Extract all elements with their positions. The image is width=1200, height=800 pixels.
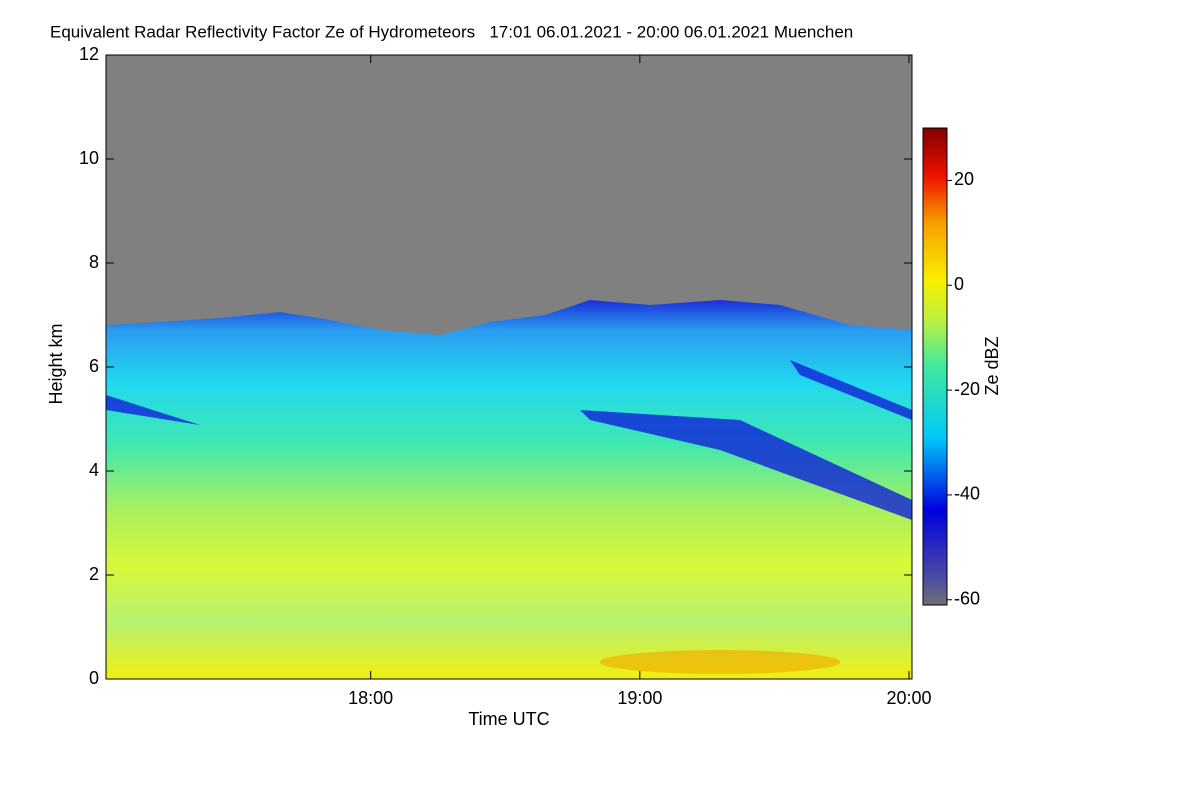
echo-area — [106, 300, 912, 679]
colorbar-tick-label: 20 — [954, 169, 974, 189]
colorbar-tick-label: -60 — [954, 589, 980, 609]
x-axis-label: Time UTC — [468, 709, 549, 729]
colorbar — [922, 127, 948, 606]
y-tick-label: 6 — [89, 356, 99, 376]
radar-field — [106, 55, 912, 679]
colorbar-tick-label: -20 — [954, 379, 980, 399]
x-tick-label: 18:00 — [348, 688, 393, 708]
y-tick-label: 0 — [89, 668, 99, 688]
colorbar-tick-label: 0 — [954, 274, 964, 294]
echo-edge — [106, 360, 912, 520]
y-tick-label: 8 — [89, 252, 99, 272]
colorbar-label: Ze dBZ — [982, 336, 1002, 395]
x-tick-label: 20:00 — [886, 688, 931, 708]
y-tick-label: 4 — [89, 460, 99, 480]
y-tick-label: 10 — [79, 148, 99, 168]
colorbar-tick-label: -40 — [954, 484, 980, 504]
chart-title: Equivalent Radar Reflectivity Factor Ze … — [50, 22, 853, 41]
y-tick-label: 12 — [79, 44, 99, 64]
echo-core — [600, 650, 840, 674]
y-tick-label: 2 — [89, 564, 99, 584]
x-tick-label: 19:00 — [617, 688, 662, 708]
y-axis-label: Height km — [46, 323, 66, 404]
